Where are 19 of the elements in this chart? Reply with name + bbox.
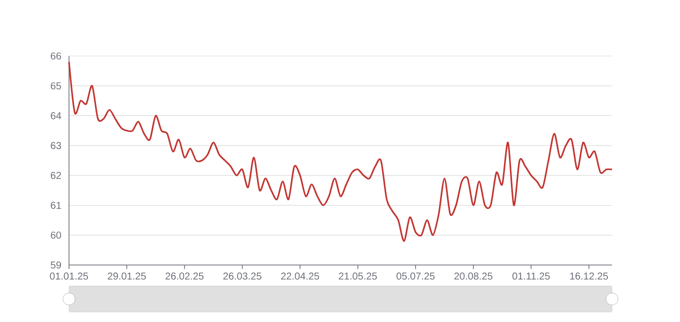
y-tick-label: 65	[50, 82, 62, 90]
x-tick-label: 05.07.25	[396, 272, 435, 280]
y-tick-label: 64	[50, 112, 62, 120]
x-tick-label: 26.03.25	[223, 272, 262, 280]
x-tick-label: 22.04.25	[281, 272, 320, 280]
x-tick-label: 21.05.25	[338, 272, 377, 280]
y-tick-label: 61	[50, 202, 61, 209]
x-tick-label: 01.01.25	[50, 272, 88, 280]
y-tick-label: 63	[50, 142, 62, 150]
line-series	[68, 61, 613, 242]
y-tick-label: 66	[50, 52, 62, 60]
x-tick-label: 01.11.25	[512, 272, 550, 280]
y-tick-label: 59	[50, 261, 62, 269]
y-tick-label: 62	[50, 172, 61, 179]
y-tick-label: 60	[50, 232, 62, 239]
x-tick-label: 29.01.25	[108, 272, 146, 280]
x-tick-label: 26.02.25	[166, 272, 204, 280]
x-tick-label: 20.08.25	[454, 272, 492, 280]
x-tick-label: 16.12.25	[570, 272, 608, 280]
